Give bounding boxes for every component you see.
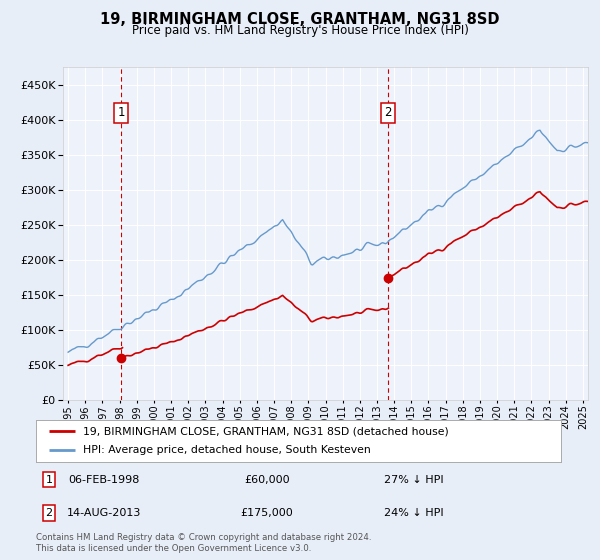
Text: 19, BIRMINGHAM CLOSE, GRANTHAM, NG31 8SD: 19, BIRMINGHAM CLOSE, GRANTHAM, NG31 8SD (100, 12, 500, 27)
Text: £175,000: £175,000 (241, 508, 293, 518)
Text: 2: 2 (384, 106, 391, 119)
Text: 24% ↓ HPI: 24% ↓ HPI (384, 508, 444, 518)
Text: 1: 1 (46, 475, 53, 484)
Text: Price paid vs. HM Land Registry's House Price Index (HPI): Price paid vs. HM Land Registry's House … (131, 24, 469, 37)
Text: 2: 2 (46, 508, 53, 518)
Text: 14-AUG-2013: 14-AUG-2013 (67, 508, 142, 518)
Text: 19, BIRMINGHAM CLOSE, GRANTHAM, NG31 8SD (detached house): 19, BIRMINGHAM CLOSE, GRANTHAM, NG31 8SD… (83, 426, 449, 436)
Text: 06-FEB-1998: 06-FEB-1998 (68, 475, 140, 484)
Text: 27% ↓ HPI: 27% ↓ HPI (384, 475, 444, 484)
Text: 1: 1 (118, 106, 125, 119)
Text: HPI: Average price, detached house, South Kesteven: HPI: Average price, detached house, Sout… (83, 445, 371, 455)
Text: Contains HM Land Registry data © Crown copyright and database right 2024.
This d: Contains HM Land Registry data © Crown c… (36, 533, 371, 553)
Text: £60,000: £60,000 (244, 475, 290, 484)
